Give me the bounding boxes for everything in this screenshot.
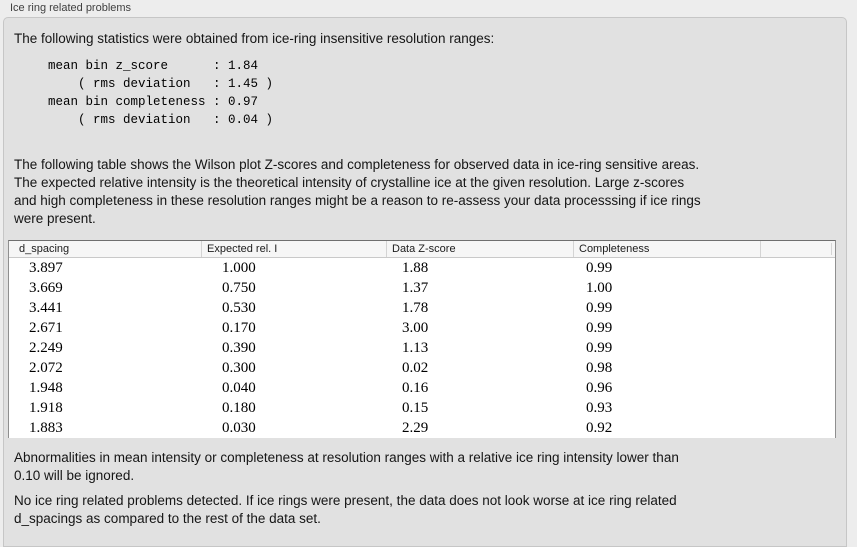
table-cell: 2.29 [402, 420, 429, 436]
column-header-expected-rel-i[interactable]: Expected rel. I [201, 241, 386, 257]
table-cell [760, 418, 835, 438]
table-row[interactable]: 3.669 0.750 1.37 1.00 [9, 278, 835, 298]
table-cell: 0.99 [586, 320, 613, 336]
table-cell: 1.13 [402, 340, 429, 356]
table-row[interactable]: 2.249 0.390 1.13 0.99 [9, 338, 835, 358]
table-row[interactable]: 2.671 0.170 3.00 0.99 [9, 318, 835, 338]
table-cell: 1.00 [586, 280, 613, 296]
table-cell: 0.170 [222, 320, 256, 336]
table-cell: 1.37 [402, 280, 429, 296]
table-cell [760, 358, 835, 378]
table-cell: 0.99 [586, 260, 613, 276]
table-cell: 0.300 [222, 360, 256, 376]
table-cell: 0.040 [222, 380, 256, 396]
table-row[interactable]: 1.883 0.030 2.29 0.92 [9, 418, 835, 438]
table-row[interactable]: 1.918 0.180 0.15 0.93 [9, 398, 835, 418]
column-header-data-z-score[interactable]: Data Z-score [386, 241, 573, 257]
table-cell [760, 298, 835, 318]
table-cell: 1.883 [29, 420, 63, 436]
table-cell: 3.441 [29, 300, 63, 316]
table-row[interactable]: 3.441 0.530 1.78 0.99 [9, 298, 835, 318]
ice-ring-table: d_spacing Expected rel. I Data Z-score Comp… [8, 240, 836, 438]
column-header-completeness[interactable]: Completeness [573, 241, 760, 257]
table-cell: 0.93 [586, 400, 613, 416]
table-cell: 3.897 [29, 260, 63, 276]
table-cell [760, 258, 835, 278]
table-cell [760, 278, 835, 298]
table-cell [760, 398, 835, 418]
table-cell: 0.02 [402, 360, 429, 376]
table-cell [760, 338, 835, 358]
table-cell [760, 378, 835, 398]
table-cell: 3.669 [29, 280, 63, 296]
ice-ring-panel: { "panel": { "title": "Ice ring related … [3, 2, 847, 547]
table-cell: 0.16 [402, 380, 429, 396]
table-cell [760, 318, 835, 338]
ignore-note: Abnormalities in mean intensity or compl… [14, 450, 679, 483]
table-cell: 0.92 [586, 420, 613, 436]
table-cell: 3.00 [402, 320, 429, 336]
table-cell: 2.249 [29, 340, 63, 356]
table-cell: 0.99 [586, 340, 613, 356]
table-cell: 1.88 [402, 260, 429, 276]
table-cell: 0.530 [222, 300, 256, 316]
table-row[interactable]: 2.072 0.300 0.02 0.98 [9, 358, 835, 378]
stats-monospace-block: mean bin z_score : 1.84 ( rms deviation … [48, 59, 274, 127]
table-cell: 0.030 [222, 420, 256, 436]
groupbox-title: Ice ring related problems [10, 2, 132, 14]
table-cell: 0.180 [222, 400, 256, 416]
table-cell: 2.671 [29, 320, 63, 336]
table-row[interactable]: 3.897 1.000 1.88 0.99 [9, 258, 835, 278]
table-cell: 0.15 [402, 400, 429, 416]
column-header-d-spacing[interactable]: d_spacing [19, 243, 70, 255]
table-cell: 0.99 [586, 300, 613, 316]
table-cell: 1.000 [222, 260, 256, 276]
table-cell: 1.918 [29, 400, 63, 416]
table-cell: 0.750 [222, 280, 256, 296]
table-description: The following table shows the Wilson plo… [14, 157, 701, 226]
header-end-divider [831, 243, 832, 255]
table-cell: 0.96 [586, 380, 613, 396]
intro-text: The following statistics were obtained f… [14, 31, 495, 46]
table-cell: 0.98 [586, 360, 613, 376]
table-cell: 1.78 [402, 300, 429, 316]
table-cell: 0.390 [222, 340, 256, 356]
table-body: 3.897 1.000 1.88 0.99 3.669 0.750 1.37 1.00 3.44… [9, 258, 835, 438]
conclusion-text: No ice ring related problems detected. I… [14, 493, 677, 526]
table-cell: 2.072 [29, 360, 63, 376]
table-cell: 1.948 [29, 380, 63, 396]
table-header-row: d_spacing Expected rel. I Data Z-score Comp… [9, 241, 835, 258]
table-row[interactable]: 1.948 0.040 0.16 0.96 [9, 378, 835, 398]
column-header-filler [760, 241, 835, 257]
